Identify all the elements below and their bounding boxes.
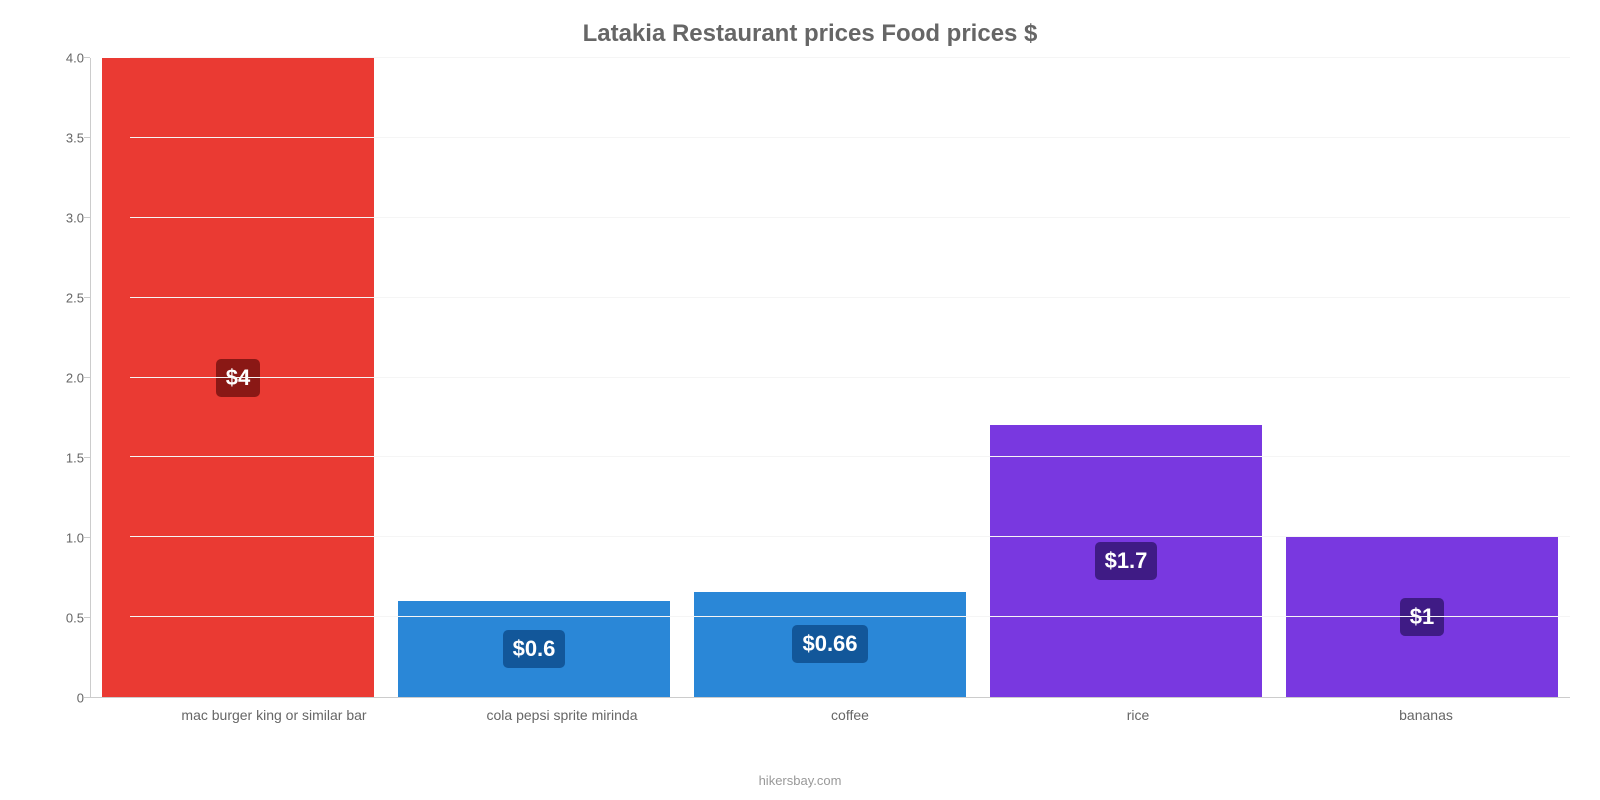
y-tick-label: 0.5 (50, 611, 90, 626)
bar-slot: $1.7 (978, 58, 1274, 697)
y-tick-label: 4.0 (50, 51, 90, 66)
bar: $4 (102, 58, 374, 697)
bar-slot: $1 (1274, 58, 1570, 697)
grid-line (130, 57, 1570, 58)
bar: $1 (1286, 537, 1558, 697)
bar-slot: $0.6 (386, 58, 682, 697)
bar-slot: $4 (90, 58, 386, 697)
x-axis-label: bananas (1282, 707, 1570, 723)
chart-title: Latakia Restaurant prices Food prices $ (50, 20, 1570, 48)
bar-value-label: $0.6 (503, 630, 566, 668)
y-tick-label: 2.5 (50, 291, 90, 306)
x-axis-label: cola pepsi sprite mirinda (418, 707, 706, 723)
bar-slot: $0.66 (682, 58, 978, 697)
x-axis-label: mac burger king or similar bar (130, 707, 418, 723)
grid-line (130, 217, 1570, 218)
bars-container: $4 $0.6 $0.66 $1.7 $1 (90, 58, 1570, 697)
grid-line (130, 297, 1570, 298)
y-tick-label: 3.0 (50, 211, 90, 226)
grid-line (130, 456, 1570, 457)
chart-credit: hikersbay.com (0, 773, 1600, 788)
grid-line (130, 536, 1570, 537)
y-axis: 00.51.01.52.02.53.03.54.0 (50, 58, 90, 698)
chart-container: Latakia Restaurant prices Food prices $ … (0, 0, 1600, 800)
plot-area-wrapper: 00.51.01.52.02.53.03.54.0 $4$0.6$0.66$1.… (50, 58, 1570, 698)
bar-value-label: $4 (216, 359, 260, 397)
grid-line (130, 616, 1570, 617)
grid-line (130, 377, 1570, 378)
bar-value-label: $1.7 (1095, 542, 1158, 580)
y-tick-label: 2.0 (50, 371, 90, 386)
x-axis-label: rice (994, 707, 1282, 723)
bar: $1.7 (990, 425, 1262, 697)
bar-value-label: $1 (1400, 598, 1444, 636)
grid-line (130, 137, 1570, 138)
bar: $0.66 (694, 592, 966, 697)
x-axis-labels: mac burger king or similar barcola pepsi… (130, 707, 1570, 723)
y-tick-label: 1.0 (50, 531, 90, 546)
y-tick-label: 1.5 (50, 451, 90, 466)
y-tick-label: 3.5 (50, 131, 90, 146)
y-tick-label: 0 (50, 691, 90, 706)
bar-value-label: $0.66 (792, 625, 867, 663)
x-axis-label: coffee (706, 707, 994, 723)
plot-area: $4$0.6$0.66$1.7$1 mac burger king or sim… (90, 58, 1570, 698)
y-axis-line (90, 58, 91, 697)
